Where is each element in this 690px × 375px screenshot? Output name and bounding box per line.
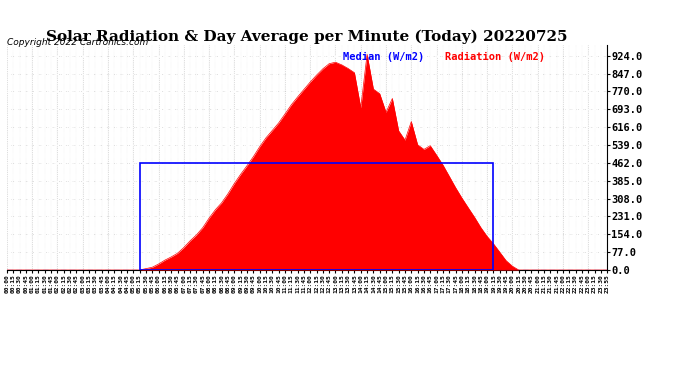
Text: Radiation (W/m2): Radiation (W/m2) bbox=[445, 52, 545, 62]
Title: Solar Radiation & Day Average per Minute (Today) 20220725: Solar Radiation & Day Average per Minute… bbox=[46, 30, 568, 44]
Text: Copyright 2022 Cartronics.com: Copyright 2022 Cartronics.com bbox=[7, 38, 148, 47]
Bar bbox=[139, 163, 493, 270]
Text: Median (W/m2): Median (W/m2) bbox=[343, 52, 424, 62]
